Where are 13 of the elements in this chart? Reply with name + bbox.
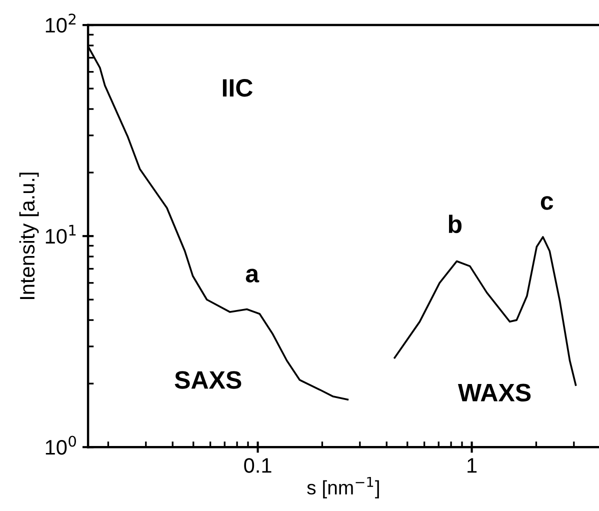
y-tick-label: 10$^{0}$ bbox=[46, 436, 76, 455]
annotation: a bbox=[246, 268, 260, 282]
y-tick-label: 10$^{1}$ bbox=[46, 224, 76, 244]
y-tick-label: 10$^{2}$ bbox=[46, 14, 76, 33]
x-tick-label: 0.1 bbox=[244, 458, 272, 473]
y-axis-title: Intensity [a.u.] bbox=[19, 172, 39, 300]
x-axis-title: s [nm$^{−1}$] bbox=[307, 476, 379, 498]
annotation: SAXS bbox=[174, 371, 242, 389]
annotation: b bbox=[448, 214, 462, 234]
x-tick-label: 1 bbox=[468, 458, 477, 473]
annotation: WAXS bbox=[458, 384, 531, 402]
annotation: IIC bbox=[222, 79, 253, 97]
annotation: c bbox=[540, 196, 554, 210]
